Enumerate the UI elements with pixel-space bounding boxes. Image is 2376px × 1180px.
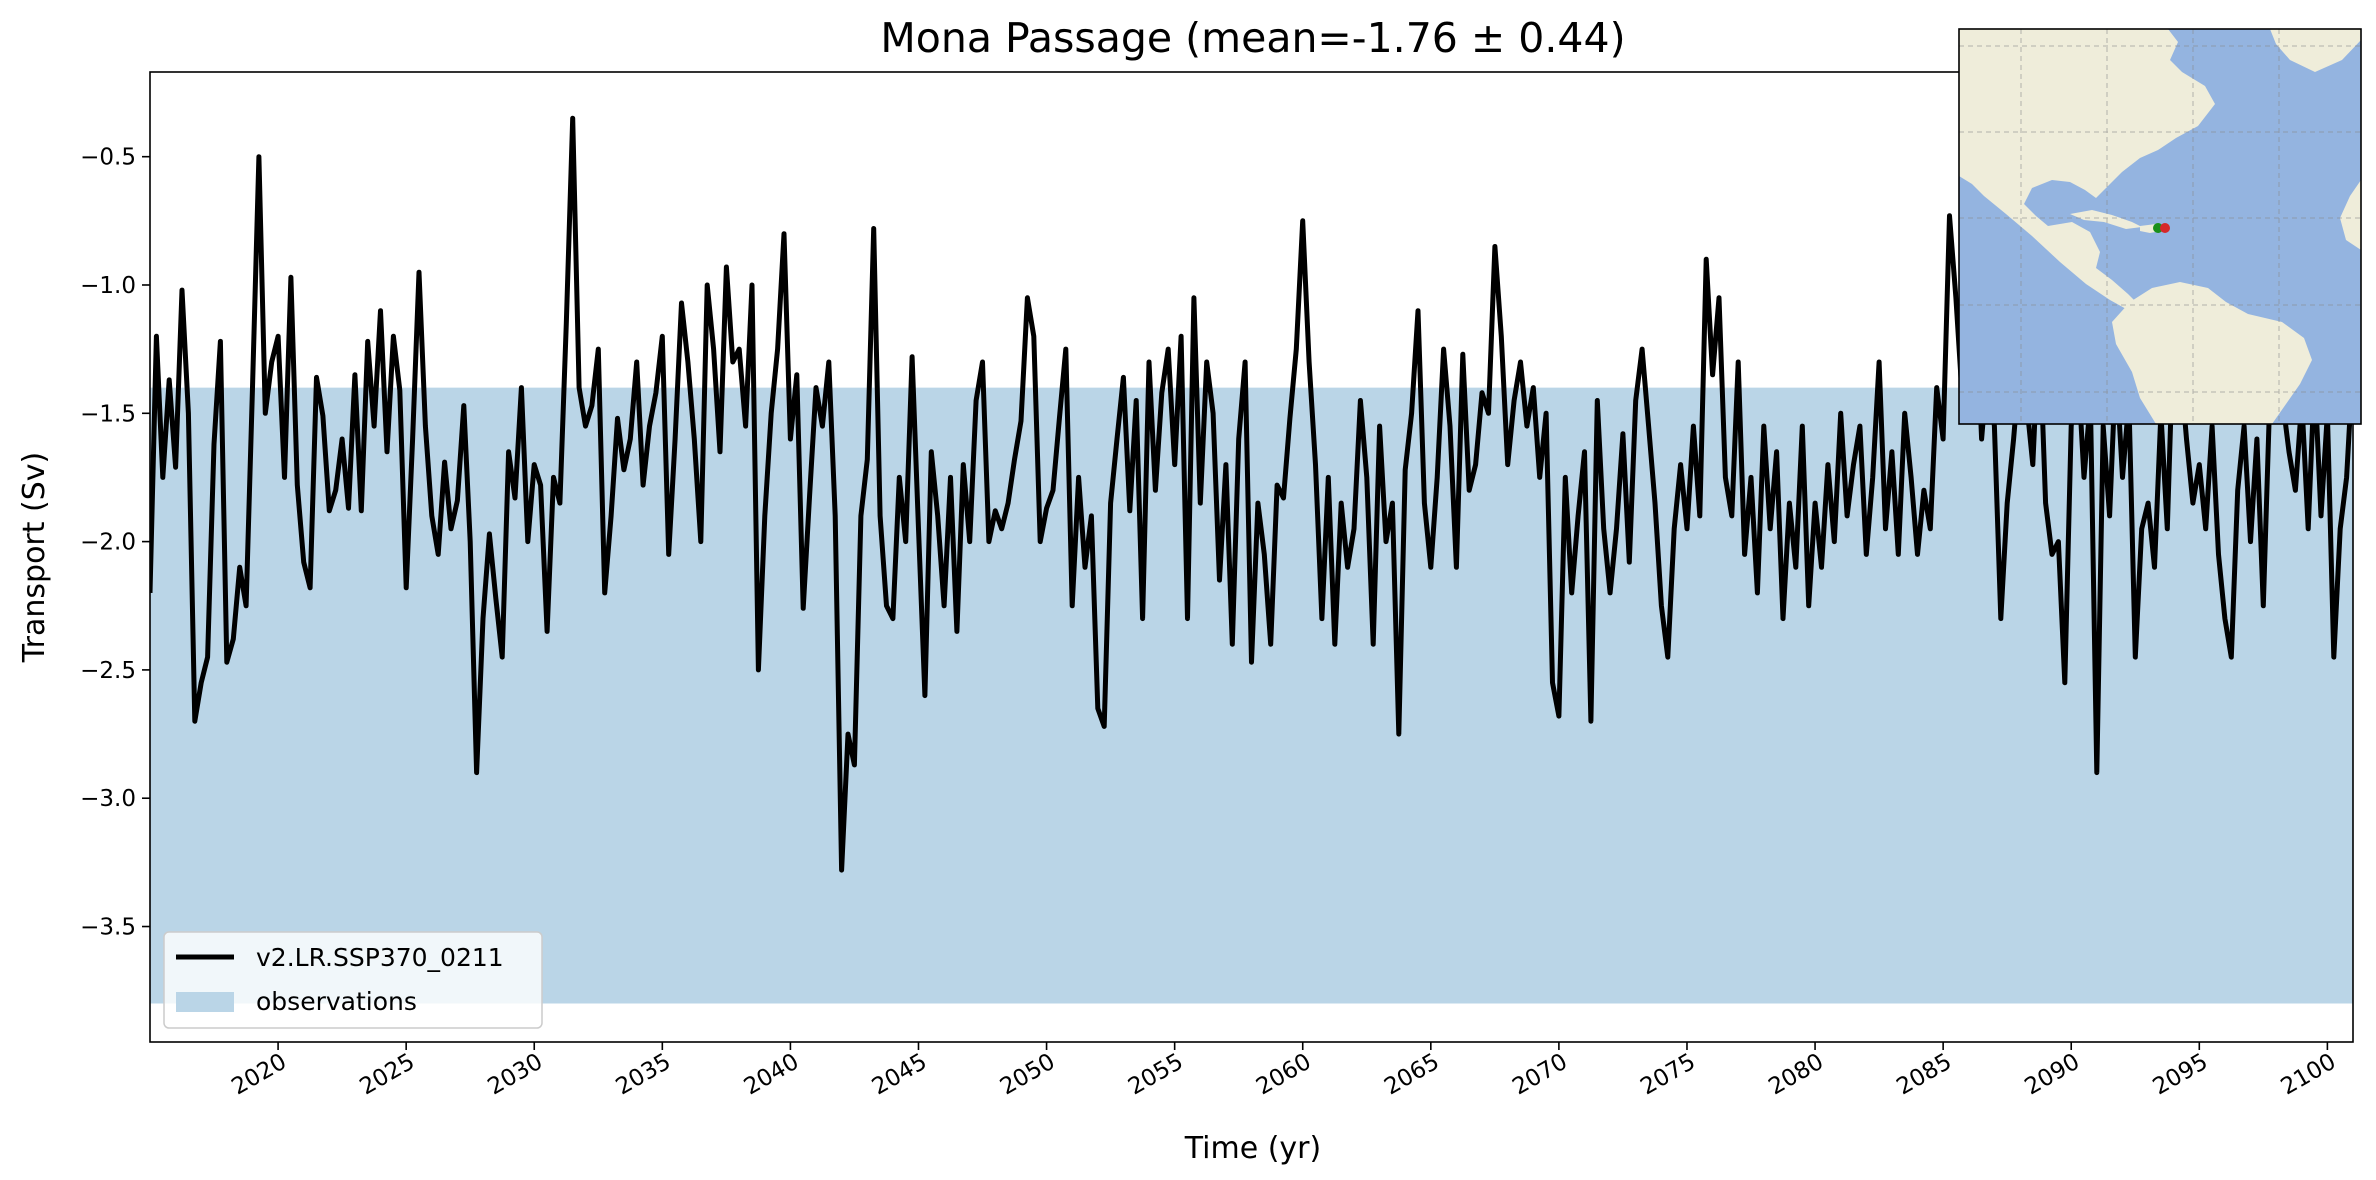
plot-frame <box>149 71 2354 1043</box>
x-axis: 2020 2025 2030 2035 2040 2045 2050 2055 2060 2065… <box>227 1042 2340 1100</box>
x-tick-label: 2045 <box>868 1049 932 1101</box>
map-marker-red <box>2160 223 2170 233</box>
x-tick-label: 2030 <box>484 1049 548 1101</box>
series-line-0 <box>150 115 2353 873</box>
x-tick-label: 2075 <box>1636 1049 1700 1101</box>
series-line-layer <box>150 115 2353 873</box>
y-tick-label: −3.0 <box>80 786 136 812</box>
map-greenland <box>2270 29 2361 72</box>
x-tick-label: 2090 <box>2021 1049 2085 1101</box>
legend-band-swatch <box>176 992 234 1012</box>
map-gridlines <box>1959 29 2361 424</box>
x-tick-label: 2050 <box>996 1049 1060 1101</box>
x-tick-label: 2080 <box>1764 1049 1828 1101</box>
x-tick-label: 2055 <box>1124 1049 1188 1101</box>
y-tick-label: −2.5 <box>80 658 136 684</box>
inset-map-frame <box>1958 28 2362 425</box>
chart-title: Mona Passage (mean=-1.76 ± 0.44) <box>880 14 1625 62</box>
legend-box <box>163 931 543 1029</box>
x-tick-label: 2020 <box>227 1049 291 1101</box>
y-tick-label: −2.0 <box>80 530 136 556</box>
inset-map <box>1958 28 2362 425</box>
y-tick-label: −3.5 <box>80 915 136 941</box>
y-tick-label: −0.5 <box>80 145 136 171</box>
x-tick-label: 2040 <box>740 1049 804 1101</box>
plot-area <box>150 115 2353 1004</box>
map-south-america <box>2112 282 2312 424</box>
x-tick-label: 2025 <box>355 1049 419 1101</box>
map-cuba <box>2070 210 2142 229</box>
x-tick-label: 2070 <box>1508 1049 1572 1101</box>
x-axis-label: Time (yr) <box>1184 1131 1321 1166</box>
map-north-america <box>1959 29 2215 310</box>
y-axis-label: Transport (Sv) <box>17 452 52 664</box>
y-tick-label: −1.5 <box>80 401 136 427</box>
x-tick-label: 2095 <box>2149 1049 2213 1101</box>
x-tick-label: 2100 <box>2277 1049 2341 1101</box>
y-axis: −3.5 −3.0 −2.5 −2.0 −1.5 −1.0 −0.5 <box>80 145 150 941</box>
legend-line-label: v2.LR.SSP370_0211 <box>256 943 504 972</box>
x-tick-label: 2035 <box>612 1049 676 1101</box>
map-west-africa <box>2340 180 2361 250</box>
y-tick-label: −1.0 <box>80 273 136 299</box>
x-tick-label: 2065 <box>1380 1049 1444 1101</box>
map-marker-green <box>2153 223 2163 233</box>
legend-band-label: observations <box>256 987 417 1016</box>
legend: v2.LR.SSP370_0211 observations <box>163 931 543 1029</box>
x-tick-label: 2085 <box>1892 1049 1956 1101</box>
x-tick-label: 2060 <box>1252 1049 1316 1101</box>
